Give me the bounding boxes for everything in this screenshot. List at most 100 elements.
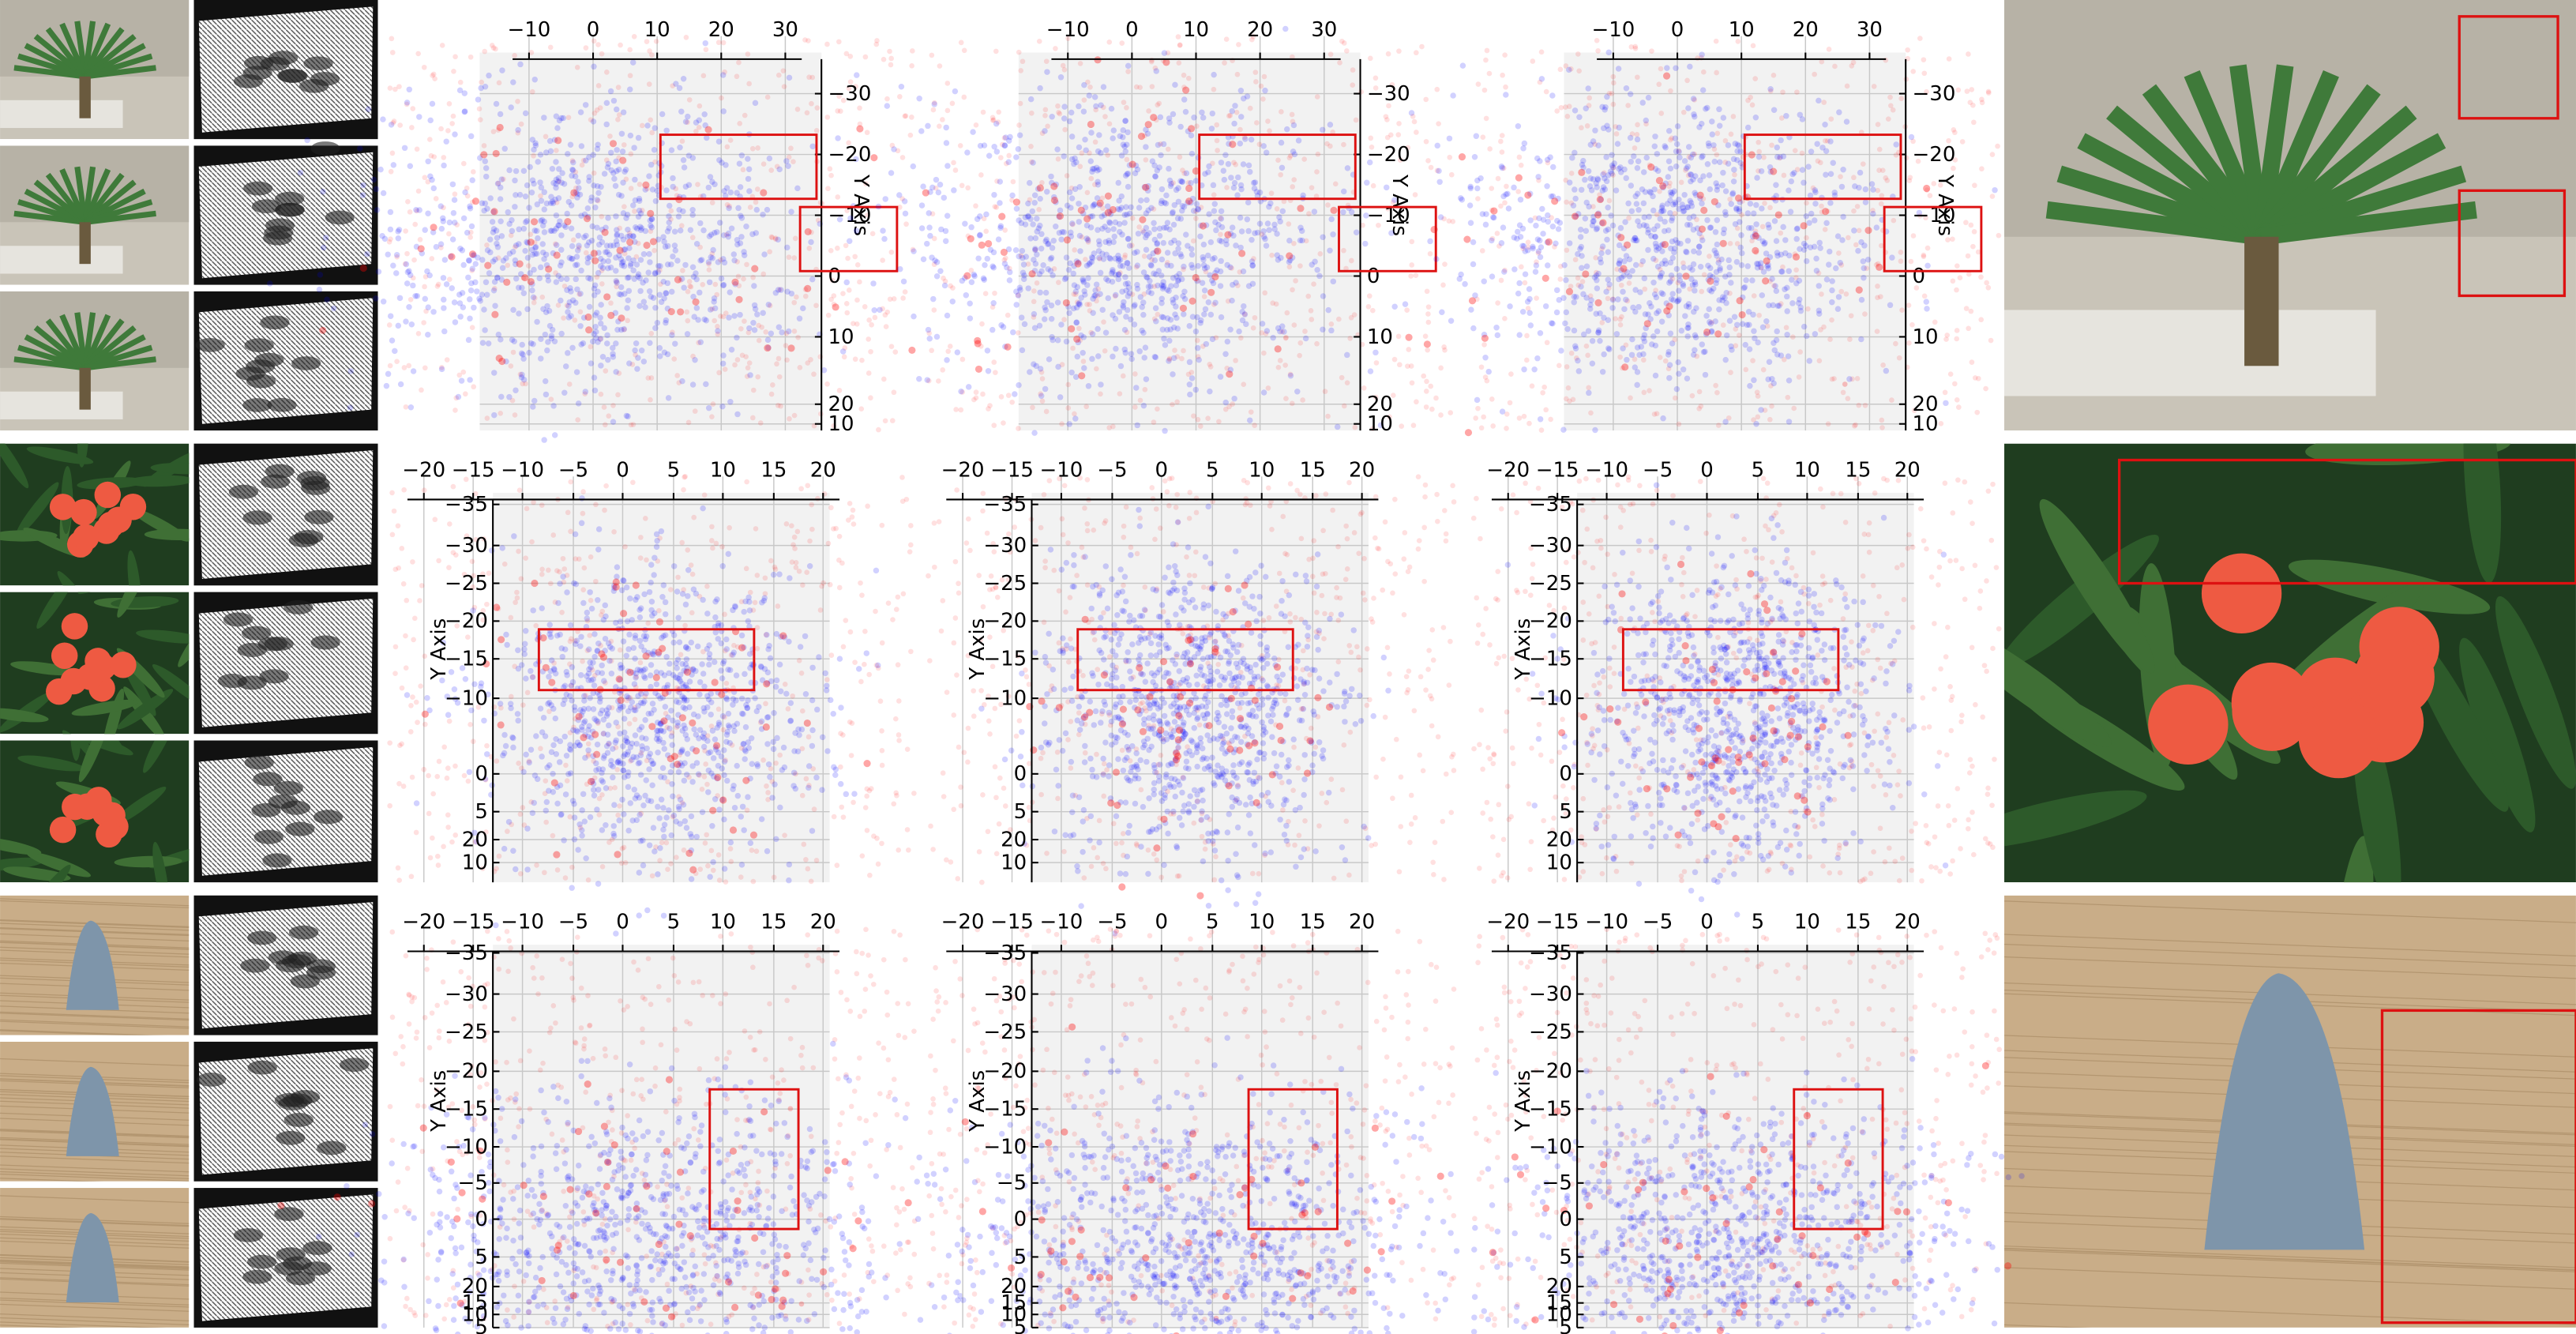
point-blue bbox=[1123, 287, 1129, 294]
point-red bbox=[621, 326, 627, 333]
point-red bbox=[1522, 280, 1528, 286]
point-blue bbox=[1773, 182, 1779, 189]
point-red bbox=[1053, 46, 1058, 51]
point-blue bbox=[632, 176, 638, 183]
point-blue bbox=[1766, 359, 1773, 366]
point-red bbox=[1120, 373, 1126, 379]
point-blue bbox=[404, 280, 411, 287]
point-blue bbox=[479, 340, 486, 346]
point-red bbox=[401, 487, 407, 493]
point-red bbox=[948, 283, 953, 289]
point-red bbox=[875, 861, 881, 867]
point-red bbox=[653, 38, 659, 44]
depth-blob bbox=[275, 202, 305, 217]
point-blue bbox=[611, 175, 618, 182]
point-blue bbox=[1042, 307, 1049, 314]
point-blue bbox=[672, 247, 679, 254]
point-red bbox=[1406, 347, 1412, 352]
point-blue bbox=[1687, 265, 1693, 271]
point-blue bbox=[1160, 314, 1166, 321]
point-blue bbox=[1549, 320, 1556, 327]
point-red-dense bbox=[570, 189, 578, 197]
point-blue bbox=[678, 108, 685, 115]
point-blue bbox=[911, 248, 917, 254]
point-blue bbox=[1125, 235, 1132, 242]
point-blue bbox=[1168, 181, 1174, 187]
point-blue bbox=[1117, 363, 1125, 370]
point-blue bbox=[1314, 266, 1320, 273]
point-red-dense bbox=[583, 215, 591, 223]
point-blue bbox=[1105, 227, 1111, 234]
point-blue bbox=[538, 184, 545, 191]
point-blue bbox=[1044, 69, 1050, 75]
point-red bbox=[575, 417, 581, 423]
point-red bbox=[658, 281, 663, 287]
point-red bbox=[800, 582, 805, 588]
point-blue bbox=[1446, 135, 1453, 142]
point-blue bbox=[680, 208, 686, 215]
point-red-dense bbox=[974, 365, 983, 373]
point-red bbox=[1793, 267, 1799, 273]
point-red-dense bbox=[616, 246, 624, 254]
point-blue bbox=[482, 200, 489, 207]
point-blue bbox=[1646, 213, 1652, 220]
point-red bbox=[477, 117, 483, 122]
point-red bbox=[415, 720, 420, 725]
point-red bbox=[1241, 381, 1247, 388]
point-red bbox=[1972, 182, 1977, 189]
point-blue bbox=[541, 437, 547, 443]
point-blue bbox=[1175, 198, 1182, 205]
point-red bbox=[1176, 60, 1182, 66]
point-blue bbox=[1785, 353, 1792, 359]
point-red bbox=[445, 128, 451, 133]
point-blue bbox=[631, 276, 638, 282]
point-blue bbox=[1639, 257, 1647, 265]
point-red bbox=[1077, 163, 1083, 170]
point-red bbox=[712, 281, 719, 287]
point-red bbox=[1010, 178, 1016, 185]
point-blue bbox=[498, 218, 504, 224]
point-blue bbox=[1740, 284, 1748, 291]
point-red bbox=[851, 321, 856, 326]
point-blue bbox=[651, 147, 658, 153]
point-blue bbox=[1201, 265, 1208, 272]
point-red bbox=[704, 584, 710, 589]
point-blue bbox=[1097, 291, 1103, 297]
point-blue bbox=[1207, 311, 1215, 318]
point-red bbox=[1372, 75, 1379, 81]
point-red bbox=[768, 558, 774, 564]
point-blue bbox=[1071, 160, 1077, 167]
point-blue bbox=[373, 186, 380, 193]
point-blue bbox=[944, 357, 950, 363]
point-blue bbox=[383, 382, 390, 389]
point-blue bbox=[1681, 158, 1688, 164]
point-blue bbox=[794, 185, 801, 192]
point-blue bbox=[705, 404, 712, 411]
point-blue bbox=[666, 213, 672, 220]
point-red bbox=[1684, 77, 1690, 84]
point-blue bbox=[1639, 100, 1646, 106]
blossom bbox=[77, 663, 103, 690]
point-blue bbox=[839, 348, 847, 355]
point-red bbox=[539, 294, 546, 300]
point-blue bbox=[316, 286, 323, 293]
point-blue bbox=[618, 326, 625, 333]
point-blue bbox=[1652, 133, 1658, 140]
point-blue bbox=[1722, 419, 1729, 425]
point-red bbox=[929, 348, 935, 354]
point-red-dense bbox=[1524, 191, 1532, 199]
point-red bbox=[788, 145, 794, 152]
point-red bbox=[1065, 405, 1072, 411]
point-blue bbox=[1112, 315, 1119, 322]
point-blue bbox=[1016, 381, 1022, 389]
point-blue bbox=[788, 209, 794, 215]
point-red bbox=[883, 324, 889, 329]
point-blue bbox=[408, 321, 415, 328]
point-red bbox=[1534, 295, 1539, 301]
point-blue bbox=[540, 306, 546, 312]
point-red bbox=[893, 607, 899, 612]
point-red bbox=[714, 291, 720, 298]
point-blue bbox=[1224, 338, 1231, 345]
point-red bbox=[868, 348, 873, 355]
point-red bbox=[1028, 144, 1034, 149]
